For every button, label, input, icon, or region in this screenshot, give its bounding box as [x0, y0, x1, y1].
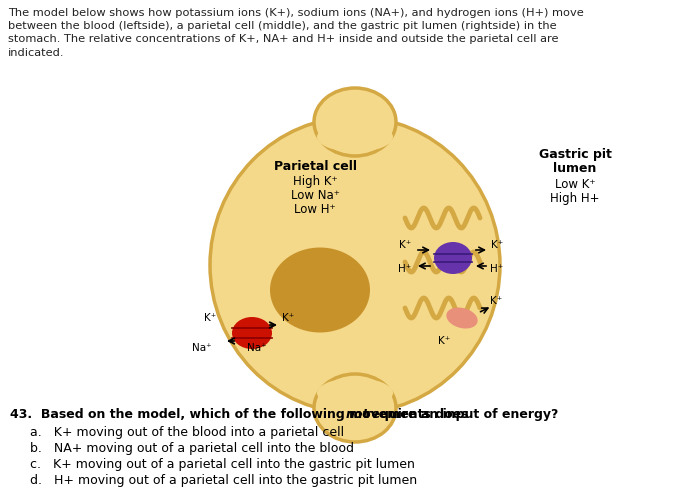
Text: Na⁺: Na⁺ — [247, 343, 267, 353]
Text: c.   K+ moving out of a parietal cell into the gastric pit lumen: c. K+ moving out of a parietal cell into… — [30, 458, 415, 471]
Text: Low H⁺: Low H⁺ — [294, 203, 336, 216]
Text: not: not — [345, 408, 369, 421]
Ellipse shape — [447, 308, 477, 329]
Ellipse shape — [270, 247, 370, 333]
Ellipse shape — [317, 122, 393, 152]
Text: The model below shows how potassium ions (K+), sodium ions (NA+), and hydrogen i: The model below shows how potassium ions… — [8, 8, 584, 58]
Text: Low K⁺: Low K⁺ — [554, 178, 595, 191]
Text: Parietal cell: Parietal cell — [274, 160, 356, 173]
Text: Na⁺: Na⁺ — [193, 343, 212, 353]
Text: H⁺: H⁺ — [491, 264, 503, 274]
Ellipse shape — [317, 378, 393, 408]
Text: b.   NA+ moving out of a parietal cell into the blood: b. NA+ moving out of a parietal cell int… — [30, 442, 354, 455]
Text: require an input of energy?: require an input of energy? — [361, 408, 559, 421]
Text: a.   K+ moving out of the blood into a parietal cell: a. K+ moving out of the blood into a par… — [30, 426, 344, 439]
Text: H⁺: H⁺ — [398, 264, 412, 274]
Text: High K⁺: High K⁺ — [293, 175, 337, 188]
Text: Gastric pit: Gastric pit — [538, 148, 611, 161]
Text: 43.  Based on the model, which of the following movements does: 43. Based on the model, which of the fol… — [10, 408, 473, 421]
Ellipse shape — [210, 117, 500, 413]
Text: K⁺: K⁺ — [282, 313, 294, 323]
Text: K⁺: K⁺ — [204, 313, 216, 323]
Ellipse shape — [232, 317, 272, 349]
Text: Low Na⁺: Low Na⁺ — [290, 189, 340, 202]
Text: K⁺: K⁺ — [399, 240, 411, 250]
Text: High H+: High H+ — [550, 192, 600, 205]
Ellipse shape — [314, 374, 396, 442]
Ellipse shape — [434, 242, 472, 274]
Text: K⁺: K⁺ — [490, 296, 502, 306]
Text: lumen: lumen — [553, 162, 596, 175]
Ellipse shape — [314, 88, 396, 156]
Text: K⁺: K⁺ — [491, 240, 503, 250]
Text: d.   H+ moving out of a parietal cell into the gastric pit lumen: d. H+ moving out of a parietal cell into… — [30, 474, 417, 487]
Text: K⁺: K⁺ — [438, 336, 450, 346]
